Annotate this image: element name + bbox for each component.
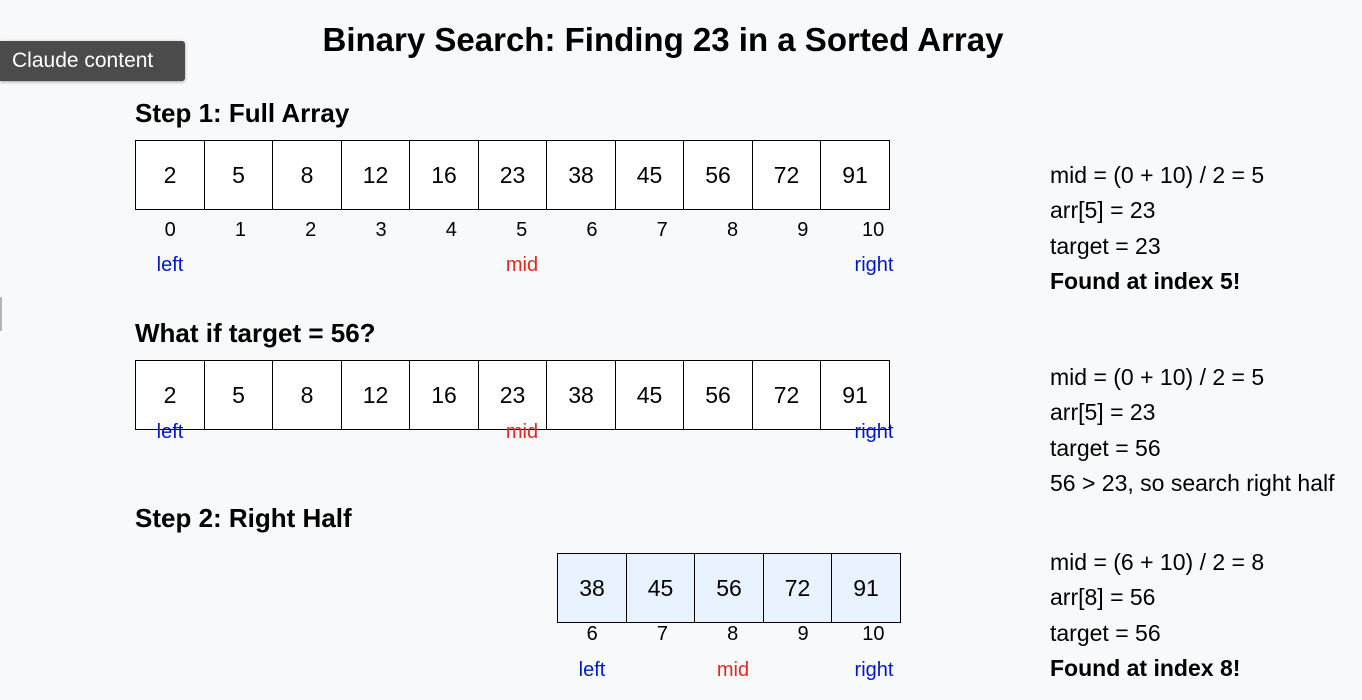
array-cell: 38 bbox=[546, 360, 616, 430]
array-index: 10 bbox=[861, 219, 885, 241]
array-cell: 38 bbox=[546, 140, 616, 210]
array-cell: 91 bbox=[820, 360, 890, 430]
array-cell: 38 bbox=[557, 553, 627, 623]
step1-notes: mid = (0 + 10) / 2 = 5 arr[5] = 23 targe… bbox=[1050, 158, 1264, 299]
array-cell: 16 bbox=[409, 140, 479, 210]
array-cell: 56 bbox=[683, 140, 753, 210]
array-index: 5 bbox=[516, 219, 528, 241]
array-cell: 45 bbox=[625, 553, 696, 623]
array-cell: 12 bbox=[340, 140, 411, 210]
array-cell: 72 bbox=[762, 553, 833, 623]
mid-pointer-label: mid bbox=[505, 421, 539, 443]
note-line: mid = (0 + 10) / 2 = 5 bbox=[1050, 364, 1265, 390]
array-index: 8 bbox=[727, 623, 739, 645]
left-pointer-label: left bbox=[156, 421, 184, 443]
array-cell: 45 bbox=[614, 360, 685, 430]
claude-content-badge[interactable]: Claude content bbox=[0, 41, 185, 81]
array-index: 6 bbox=[586, 219, 598, 241]
step1-indices: 0 1 2 3 4 5 6 7 8 9 10 bbox=[135, 218, 908, 242]
left-pointer-label: left bbox=[578, 659, 606, 681]
array-index: 7 bbox=[656, 623, 668, 645]
note-line: arr[5] = 23 bbox=[1050, 399, 1156, 426]
note-line: target = 56 bbox=[1050, 434, 1161, 461]
array-index: 7 bbox=[656, 219, 668, 241]
diagram-title: Binary Search: Finding 23 in a Sorted Ar… bbox=[322, 21, 1004, 58]
what-if-heading: What if target = 56? bbox=[135, 318, 376, 348]
step1-heading: Step 1: Full Array bbox=[135, 98, 350, 128]
array-cell: 91 bbox=[831, 553, 901, 623]
array-cell: 56 bbox=[694, 553, 764, 623]
what-if-array: 2 5 8 12 16 23 38 45 56 72 91 bbox=[135, 360, 890, 430]
edge-marker bbox=[0, 297, 2, 331]
result-line: Found at index 5! bbox=[1050, 267, 1241, 294]
mid-pointer-label: mid bbox=[716, 659, 750, 681]
array-cell: 5 bbox=[203, 140, 274, 210]
array-index: 2 bbox=[305, 219, 317, 241]
array-cell: 45 bbox=[614, 140, 685, 210]
array-cell: 2 bbox=[135, 360, 205, 430]
array-index: 0 bbox=[164, 219, 176, 241]
array-index: 9 bbox=[797, 219, 809, 241]
step2-array: 38 45 56 72 91 bbox=[557, 553, 901, 623]
array-cell: 91 bbox=[820, 140, 890, 210]
what-if-notes: mid = (0 + 10) / 2 = 5 arr[5] = 23 targe… bbox=[1050, 360, 1334, 501]
mid-pointer-label: mid bbox=[505, 254, 539, 276]
array-cell: 5 bbox=[203, 360, 274, 430]
array-cell: 16 bbox=[409, 360, 479, 430]
array-cell: 72 bbox=[751, 140, 822, 210]
right-pointer-label: right bbox=[854, 659, 894, 681]
array-index: 6 bbox=[586, 623, 598, 645]
result-line: Found at index 8! bbox=[1050, 654, 1241, 681]
array-index: 3 bbox=[375, 219, 387, 241]
note-line: target = 56 bbox=[1050, 619, 1161, 646]
array-cell: 23 bbox=[477, 140, 548, 210]
step2-notes: mid = (6 + 10) / 2 = 8 arr[8] = 56 targe… bbox=[1050, 545, 1264, 686]
note-line: mid = (0 + 10) / 2 = 5 bbox=[1050, 162, 1265, 188]
array-cell: 2 bbox=[135, 140, 205, 210]
array-cell: 72 bbox=[751, 360, 822, 430]
step2-heading: Step 2: Right Half bbox=[135, 503, 352, 533]
array-index: 10 bbox=[862, 623, 885, 645]
note-line: target = 23 bbox=[1050, 232, 1161, 259]
array-index: 9 bbox=[797, 623, 809, 645]
note-line: arr[8] = 56 bbox=[1050, 584, 1156, 611]
note-line: mid = (6 + 10) / 2 = 8 bbox=[1050, 549, 1265, 575]
array-cell: 12 bbox=[340, 360, 411, 430]
array-cell: 56 bbox=[683, 360, 753, 430]
right-pointer-label: right bbox=[854, 254, 894, 276]
left-pointer-label: left bbox=[156, 254, 184, 276]
right-pointer-label: right bbox=[854, 421, 894, 443]
array-index: 4 bbox=[445, 219, 457, 241]
note-line: arr[5] = 23 bbox=[1050, 197, 1156, 224]
array-index: 8 bbox=[726, 219, 739, 241]
array-cell: 8 bbox=[272, 360, 342, 430]
step2-indices: 6 7 8 9 10 bbox=[557, 622, 908, 646]
step1-array: 2 5 8 12 16 23 38 45 56 72 91 bbox=[135, 140, 890, 210]
array-cell: 8 bbox=[272, 140, 342, 210]
array-index: 1 bbox=[234, 219, 246, 241]
note-line: 56 > 23, so search right half bbox=[1050, 469, 1335, 496]
